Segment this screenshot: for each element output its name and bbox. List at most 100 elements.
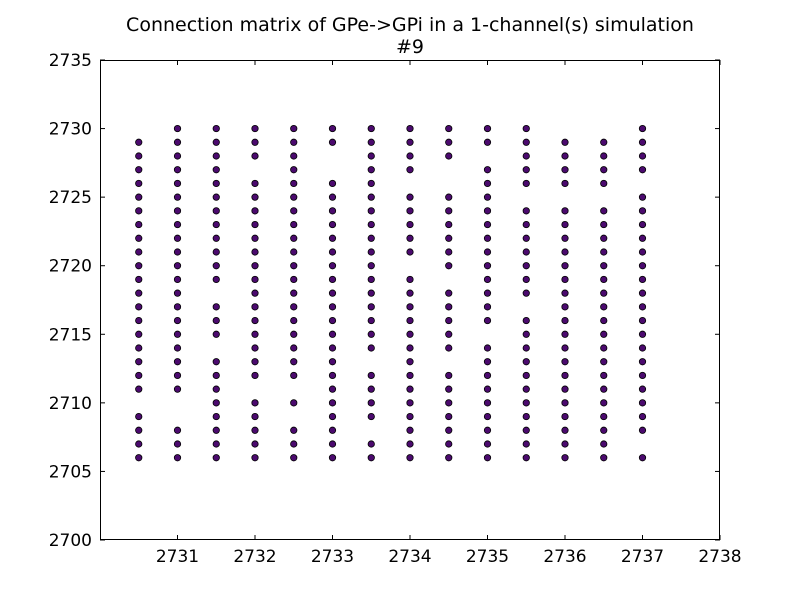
data-point [561, 440, 569, 448]
data-point [483, 166, 492, 174]
data-point [290, 454, 298, 462]
data-point [173, 207, 182, 215]
data-point [135, 426, 143, 434]
data-point [638, 138, 647, 146]
data-point [251, 440, 259, 448]
data-point [445, 152, 453, 160]
y-tick-label: 2710 [49, 394, 92, 414]
y-tick-label: 2730 [49, 120, 92, 140]
data-point [445, 330, 453, 338]
y-tick-label: 2735 [49, 51, 92, 71]
data-point [406, 399, 414, 407]
x-tick-label: 2737 [621, 547, 664, 567]
data-point [367, 385, 375, 393]
data-point [135, 207, 143, 215]
x-tick-label: 2735 [466, 547, 509, 567]
data-point [290, 152, 298, 160]
data-point [212, 179, 220, 188]
data-point [367, 399, 375, 407]
data-point [328, 344, 337, 352]
data-point [638, 124, 647, 133]
data-point [367, 330, 375, 338]
data-point [406, 166, 414, 174]
data-point [328, 234, 337, 242]
data-point [638, 220, 647, 229]
data-point [173, 166, 182, 174]
data-point [600, 454, 608, 462]
data-point [212, 454, 220, 462]
data-point [290, 303, 298, 311]
data-point [290, 124, 298, 133]
data-point [561, 262, 569, 270]
data-point [483, 454, 492, 462]
data-point [367, 262, 375, 270]
data-point [638, 316, 647, 325]
data-point [406, 193, 414, 201]
data-point [367, 234, 375, 242]
data-point [483, 371, 492, 380]
data-point [522, 275, 530, 284]
data-point [212, 440, 220, 448]
data-point [406, 412, 414, 421]
data-point [367, 220, 375, 229]
data-point [367, 454, 375, 462]
data-point [135, 454, 143, 462]
data-point [638, 344, 647, 352]
data-point [483, 440, 492, 448]
data-point [600, 248, 608, 256]
data-point [406, 454, 414, 462]
data-point [328, 440, 337, 448]
data-point [483, 303, 492, 311]
data-point [638, 193, 647, 201]
data-point [522, 124, 530, 133]
data-point [173, 124, 182, 133]
data-point [135, 179, 143, 188]
data-point [406, 289, 414, 297]
data-point [561, 385, 569, 393]
data-point [135, 385, 143, 393]
data-point [406, 330, 414, 338]
data-point [290, 289, 298, 297]
data-point [212, 385, 220, 393]
data-point [638, 412, 647, 421]
data-point [212, 138, 220, 146]
data-point [173, 371, 182, 380]
data-point [445, 234, 453, 242]
data-point [328, 193, 337, 201]
data-point [600, 385, 608, 393]
data-point [290, 248, 298, 256]
data-point [445, 289, 453, 297]
data-point [561, 330, 569, 338]
data-point [483, 207, 492, 215]
data-point [173, 248, 182, 256]
data-point [483, 248, 492, 256]
data-point [328, 371, 337, 380]
data-point [522, 399, 530, 407]
data-point [445, 454, 453, 462]
data-point [212, 262, 220, 270]
data-point [367, 138, 375, 146]
data-point [600, 426, 608, 434]
data-point [483, 289, 492, 297]
y-tick-label: 2725 [49, 188, 92, 208]
data-point [406, 220, 414, 229]
data-point [173, 385, 182, 393]
data-point [290, 344, 298, 352]
data-point [522, 179, 530, 188]
data-point [600, 371, 608, 380]
data-point [600, 412, 608, 421]
data-point [406, 426, 414, 434]
data-point [367, 124, 375, 133]
data-point [251, 426, 259, 434]
data-point [367, 440, 375, 448]
y-tick-label: 2720 [49, 257, 92, 277]
data-point [483, 412, 492, 421]
data-point [561, 220, 569, 229]
data-point [483, 344, 492, 352]
data-point [328, 426, 337, 434]
data-point [328, 275, 337, 284]
data-point [600, 289, 608, 297]
data-point [561, 399, 569, 407]
data-point [328, 358, 337, 366]
data-point [173, 454, 182, 462]
